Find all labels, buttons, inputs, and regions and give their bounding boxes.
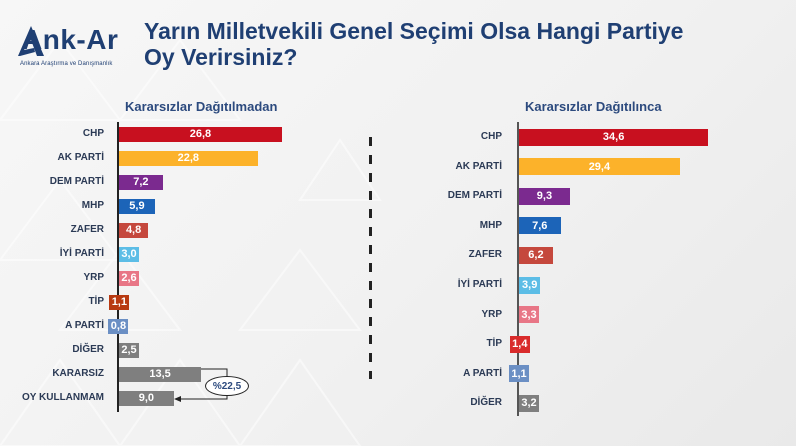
- data-bar: 9,0: [119, 390, 174, 406]
- title-line-2: Oy Verirsiniz?: [144, 44, 298, 70]
- ankar-logo: Ank-Ar Ankara Araştırma ve Danışmanlık: [18, 22, 128, 72]
- data-bar: 7,2: [119, 174, 163, 190]
- data-bar: 22,8: [119, 150, 258, 166]
- category-label: CHP: [82, 128, 104, 139]
- logo-subtitle: Ankara Araştırma ve Danışmanlık: [20, 61, 113, 67]
- category-label: İYİ PARTİ: [59, 248, 104, 259]
- data-bar: 4,8: [119, 222, 149, 238]
- data-bar: 29,4: [519, 158, 680, 176]
- data-bar: 9,3: [519, 187, 570, 205]
- category-label: AK PARTİ: [57, 152, 104, 163]
- left-chart-title: Kararsızlar Dağıtılmadan: [125, 99, 278, 114]
- data-bar: 34,6: [519, 128, 709, 146]
- category-label: TİP: [486, 338, 502, 350]
- data-bar: 2,5: [119, 342, 139, 358]
- category-label: ZAFER: [468, 249, 502, 261]
- category-label: TİP: [88, 296, 104, 307]
- category-label: DEM PARTİ: [49, 176, 104, 187]
- category-label: YRP: [83, 272, 104, 283]
- category-label: AK PARTİ: [455, 160, 502, 172]
- data-bar: 13,5: [119, 366, 202, 382]
- category-label: CHP: [480, 131, 502, 142]
- category-label: YRP: [481, 308, 502, 320]
- category-label: DİĞER: [470, 397, 502, 409]
- left-chart-axis: [117, 122, 119, 412]
- category-label: ZAFER: [70, 224, 104, 235]
- data-bar: 1,4: [509, 335, 530, 353]
- title-line-1: Yarın Milletvekili Genel Seçimi Olsa Han…: [144, 18, 684, 44]
- data-bar: 6,2: [519, 246, 553, 264]
- logo-wordmark: Ank-Ar: [22, 24, 119, 55]
- data-bar: 5,9: [119, 198, 155, 214]
- data-bar: 0,8: [108, 318, 129, 334]
- dashed-divider: [369, 137, 372, 379]
- category-label: A PARTİ: [463, 367, 502, 379]
- data-bar: 1,1: [109, 294, 130, 310]
- category-label: OY KULLANMAM: [21, 392, 104, 403]
- category-label: İYİ PARTİ: [457, 279, 502, 290]
- category-label: MHP: [479, 219, 502, 231]
- page-title: Yarın Milletvekili Genel Seçimi Olsa Han…: [144, 18, 764, 70]
- category-label: DİĞER: [72, 344, 104, 355]
- category-label: MHP: [81, 200, 104, 211]
- data-bar: 3,2: [519, 394, 539, 412]
- right-chart-title: Kararsızlar Dağıtılınca: [525, 99, 662, 114]
- data-bar: 7,6: [519, 217, 561, 235]
- data-bar: 1,1: [509, 365, 529, 383]
- data-bar: 3,3: [519, 306, 539, 324]
- category-label: KARARSIZ: [52, 368, 104, 379]
- category-label: A PARTİ: [65, 320, 104, 331]
- total-annotation-oval: %22,5: [205, 376, 249, 396]
- category-label: DEM PARTİ: [447, 190, 502, 202]
- data-bar: 26,8: [119, 126, 282, 142]
- data-bar: 3,9: [519, 276, 541, 294]
- data-bar: 2,6: [119, 270, 139, 286]
- data-bar: 3,0: [119, 246, 139, 262]
- right-chart-axis: [517, 122, 519, 416]
- logo-triangle-icon: [18, 26, 44, 56]
